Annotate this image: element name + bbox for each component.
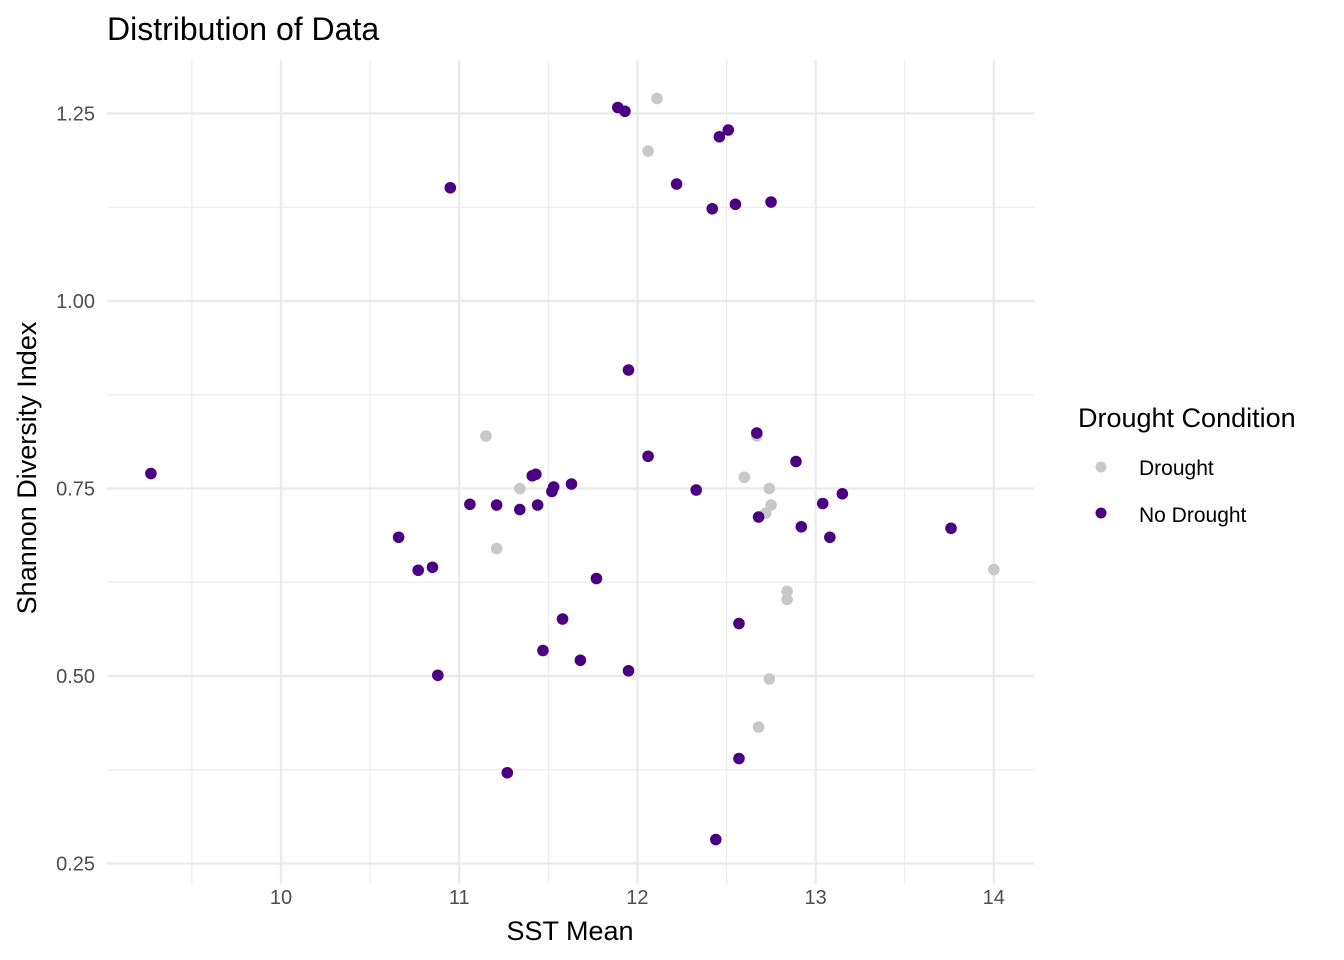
chart-title: Distribution of Data [107,11,379,47]
y-tick-label: 0.50 [56,666,95,688]
y-tick-label: 1.00 [56,291,95,313]
x-tick-label: 10 [270,887,292,909]
point-no-drought [670,178,683,190]
x-tick-label: 14 [983,887,1005,909]
x-axis-ticks: 10 11 12 13 14 [270,887,1005,909]
point-no-drought [565,478,578,490]
x-tick-label: 11 [449,887,470,909]
x-tick-label: 13 [804,887,826,909]
point-drought [651,92,663,105]
point-no-drought [733,617,745,630]
point-no-drought [795,520,808,533]
legend-label-drought: Drought [1139,457,1214,480]
point-drought [752,721,765,733]
point-drought [480,430,492,442]
point-no-drought [945,522,957,535]
x-tick-label: 12 [626,887,648,909]
legend-title: Drought Condition [1078,403,1296,433]
y-tick-label: 0.25 [56,854,95,876]
point-no-drought [824,531,836,544]
point-no-drought [619,105,631,118]
point-no-drought [710,833,722,846]
point-no-drought [733,752,745,765]
point-drought [781,585,793,598]
point-drought [763,673,776,685]
legend-swatch-no-drought [1095,507,1107,519]
point-no-drought [642,450,654,463]
point-no-drought [556,613,569,625]
point-no-drought [145,467,157,480]
point-no-drought [790,455,802,468]
point-no-drought [392,531,405,544]
point-no-drought [752,511,765,523]
point-no-drought [531,499,544,511]
point-drought [765,499,777,511]
point-no-drought [546,485,558,498]
point-no-drought [816,497,829,510]
point-no-drought [426,561,439,574]
point-no-drought [622,364,635,376]
y-axis-title: Shannon Diversity Index [12,321,42,614]
point-no-drought [690,484,703,496]
data-points [145,92,1000,846]
legend-label-no-drought: No Drought [1139,504,1247,527]
grid [107,60,1034,884]
point-no-drought [713,130,726,143]
point-no-drought [501,766,514,779]
point-no-drought [490,499,503,511]
point-no-drought [464,498,476,511]
y-tick-label: 1.25 [56,104,95,126]
point-no-drought [412,564,425,577]
point-drought [490,542,503,555]
y-axis-ticks: 0.25 0.50 0.75 1.00 1.25 [56,104,95,876]
point-no-drought [836,487,849,500]
legend-swatch-drought [1095,461,1107,473]
point-no-drought [590,572,603,585]
point-no-drought [574,654,587,667]
point-no-drought [513,503,526,516]
point-drought [763,482,776,495]
point-drought [781,593,793,606]
point-drought [738,471,751,484]
point-no-drought [706,202,719,215]
point-no-drought [444,181,457,194]
point-no-drought [722,124,735,136]
point-drought [988,563,1000,576]
point-no-drought [537,644,549,657]
point-no-drought [432,669,444,682]
point-no-drought [750,427,763,439]
point-no-drought [729,198,742,211]
legend: Drought Condition Drought No Drought [1078,403,1296,527]
point-drought [513,482,526,495]
y-tick-label: 0.75 [56,479,95,501]
point-no-drought [530,468,542,481]
point-drought [642,145,654,157]
x-axis-title: SST Mean [506,916,633,946]
point-no-drought [622,664,635,677]
point-no-drought [765,196,777,208]
